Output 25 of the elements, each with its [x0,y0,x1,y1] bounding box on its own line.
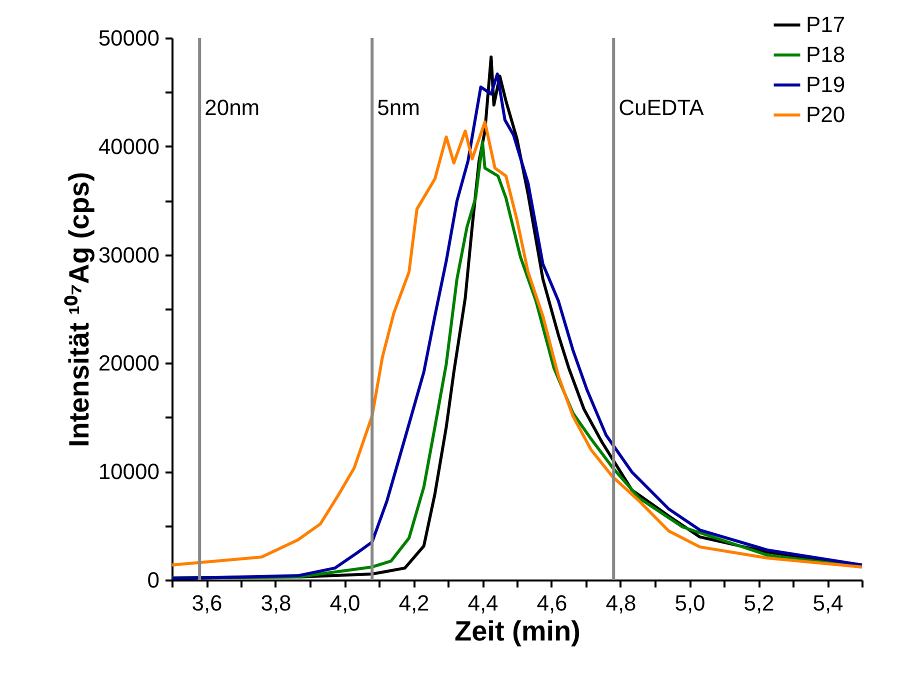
x-tick-label: 4,2 [398,590,430,616]
x-tick-label: 4,0 [330,590,360,616]
x-tick-label: 3,8 [260,590,292,616]
y-tick-label: 50000 [98,26,160,50]
y-tick-label: 40000 [98,134,160,159]
x-tick-label: 3,6 [192,590,222,616]
x-tick-label: 5,4 [812,590,844,616]
ref-line-label: CuEDTA [618,95,704,120]
y-tick-label: 20000 [98,350,160,376]
legend-label: P20 [806,102,846,127]
legend-label: P17 [806,12,846,37]
y-tick-label: 0 [147,568,160,592]
y-axis-title: Intensität ¹⁰⁷Ag (cps) [63,172,94,448]
x-tick-label: 5,2 [744,590,774,616]
x-axis-title: Zeit (min) [454,616,580,646]
ref-line-label: 20nm [204,95,260,120]
x-tick-label: 4,8 [606,590,636,616]
legend-label: P18 [806,42,846,67]
legend-label: P19 [806,72,846,97]
x-tick-label: 4,6 [536,590,568,616]
y-tick-label: 30000 [98,242,160,268]
y-tick-label: 10000 [98,459,160,484]
x-tick-label: 5,0 [674,590,706,616]
ref-line-label: 5nm [377,95,420,120]
x-tick-label: 4,4 [468,590,498,616]
